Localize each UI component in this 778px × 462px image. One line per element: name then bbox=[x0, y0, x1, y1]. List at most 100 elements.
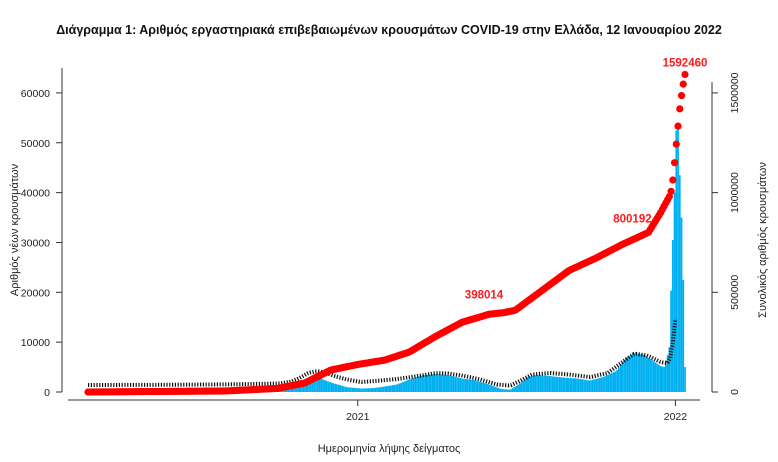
daily-case-bar bbox=[482, 382, 484, 392]
daily-case-bar bbox=[548, 375, 551, 392]
daily-case-bar bbox=[671, 239, 674, 392]
daily-case-bar bbox=[537, 375, 540, 392]
daily-case-bar bbox=[388, 385, 390, 392]
daily-case-bar bbox=[649, 359, 652, 392]
daily-case-bar bbox=[546, 375, 549, 392]
daily-case-bar bbox=[600, 377, 603, 392]
daily-case-bar bbox=[339, 385, 342, 392]
daily-case-bar bbox=[316, 376, 319, 392]
daily-case-bar bbox=[452, 376, 455, 392]
cumulative-case-point bbox=[670, 159, 679, 167]
left-y-tick-label: 30000 bbox=[21, 237, 50, 249]
daily-case-bar bbox=[623, 360, 625, 392]
daily-case-bar bbox=[464, 378, 467, 392]
daily-case-bar bbox=[682, 279, 685, 392]
daily-case-bar bbox=[285, 388, 288, 392]
daily-case-bar bbox=[593, 379, 596, 392]
daily-case-bar bbox=[294, 386, 296, 392]
daily-case-bar bbox=[530, 376, 533, 392]
daily-case-bar bbox=[473, 380, 476, 392]
daily-case-bar bbox=[410, 378, 413, 392]
daily-case-bar bbox=[426, 374, 429, 392]
daily-case-bar bbox=[461, 378, 464, 392]
daily-case-bar bbox=[342, 386, 345, 392]
daily-case-bar bbox=[376, 387, 378, 392]
daily-case-bar bbox=[334, 383, 337, 392]
chart-title: Διάγραμμα 1: Αριθμός εργαστηριακά επιβεβ… bbox=[56, 23, 722, 37]
daily-case-bar bbox=[658, 364, 660, 392]
daily-case-bar bbox=[344, 386, 347, 392]
daily-case-bar bbox=[586, 380, 589, 392]
daily-case-bar bbox=[536, 375, 538, 392]
daily-case-bar bbox=[358, 388, 361, 392]
daily-case-bar bbox=[351, 387, 354, 392]
daily-case-bar bbox=[567, 377, 570, 392]
daily-case-bar bbox=[590, 380, 592, 392]
daily-case-bar bbox=[412, 378, 415, 392]
daily-case-bar bbox=[477, 381, 479, 392]
moving-average-line bbox=[87, 318, 678, 388]
daily-case-bar bbox=[511, 388, 514, 392]
daily-case-bar bbox=[370, 388, 373, 392]
daily-case-bar bbox=[424, 375, 427, 392]
cumulative-case-point bbox=[667, 187, 675, 195]
daily-case-bar bbox=[393, 384, 396, 392]
daily-case-bar bbox=[651, 360, 653, 392]
daily-case-bar bbox=[644, 355, 646, 392]
daily-case-bar bbox=[663, 366, 665, 392]
x-tick-label: 2022 bbox=[664, 411, 688, 423]
daily-case-bar bbox=[487, 384, 490, 392]
daily-case-bar bbox=[341, 385, 343, 392]
daily-case-bar bbox=[463, 378, 465, 392]
daily-case-bar bbox=[313, 377, 316, 392]
daily-case-bar bbox=[330, 382, 333, 392]
daily-case-bar bbox=[403, 381, 406, 392]
daily-case-bar bbox=[396, 384, 399, 392]
daily-case-bar bbox=[466, 379, 469, 392]
daily-case-bar bbox=[666, 355, 669, 392]
daily-case-bar bbox=[619, 365, 622, 392]
daily-case-bar bbox=[584, 379, 587, 392]
daily-case-bar bbox=[405, 380, 408, 392]
daily-case-bar bbox=[654, 362, 657, 392]
daily-case-bar bbox=[398, 383, 401, 392]
daily-case-bar bbox=[508, 389, 511, 392]
left-y-tick-label: 60000 bbox=[21, 88, 50, 100]
daily-case-bar bbox=[611, 373, 613, 392]
daily-case-bar bbox=[579, 379, 582, 392]
daily-case-bar bbox=[377, 387, 380, 392]
daily-cases-bars bbox=[88, 125, 686, 392]
daily-case-bar bbox=[435, 374, 437, 392]
left-y-tick-label: 10000 bbox=[21, 337, 50, 349]
daily-case-bar bbox=[647, 357, 650, 392]
daily-case-bar bbox=[492, 386, 495, 392]
daily-case-bar bbox=[362, 388, 364, 392]
cumulative-case-point bbox=[669, 176, 677, 184]
daily-case-bar bbox=[353, 387, 356, 392]
daily-case-bar bbox=[430, 374, 432, 392]
daily-case-bar bbox=[308, 377, 310, 392]
daily-case-bar bbox=[503, 389, 505, 392]
daily-case-bar bbox=[591, 379, 594, 392]
daily-case-bar bbox=[673, 192, 676, 392]
daily-case-bar bbox=[346, 387, 349, 392]
daily-case-bar bbox=[645, 356, 648, 392]
daily-case-bar bbox=[555, 376, 558, 392]
daily-case-bar bbox=[379, 387, 382, 392]
daily-case-bar bbox=[414, 377, 417, 392]
daily-case-bar bbox=[337, 384, 340, 392]
daily-case-bar bbox=[421, 375, 424, 392]
daily-case-bar bbox=[574, 378, 577, 392]
daily-case-bar bbox=[607, 374, 610, 392]
daily-case-bar bbox=[457, 377, 460, 392]
cumulative-case-point bbox=[672, 140, 680, 148]
daily-case-bar bbox=[595, 378, 598, 392]
daily-case-bar bbox=[541, 375, 544, 392]
daily-case-bar bbox=[624, 358, 627, 392]
right-y-tick-label: 1000000 bbox=[729, 172, 741, 213]
daily-case-bar bbox=[489, 384, 491, 392]
daily-case-bar bbox=[522, 380, 524, 392]
daily-case-bar bbox=[680, 217, 683, 392]
daily-case-bar bbox=[617, 367, 620, 392]
